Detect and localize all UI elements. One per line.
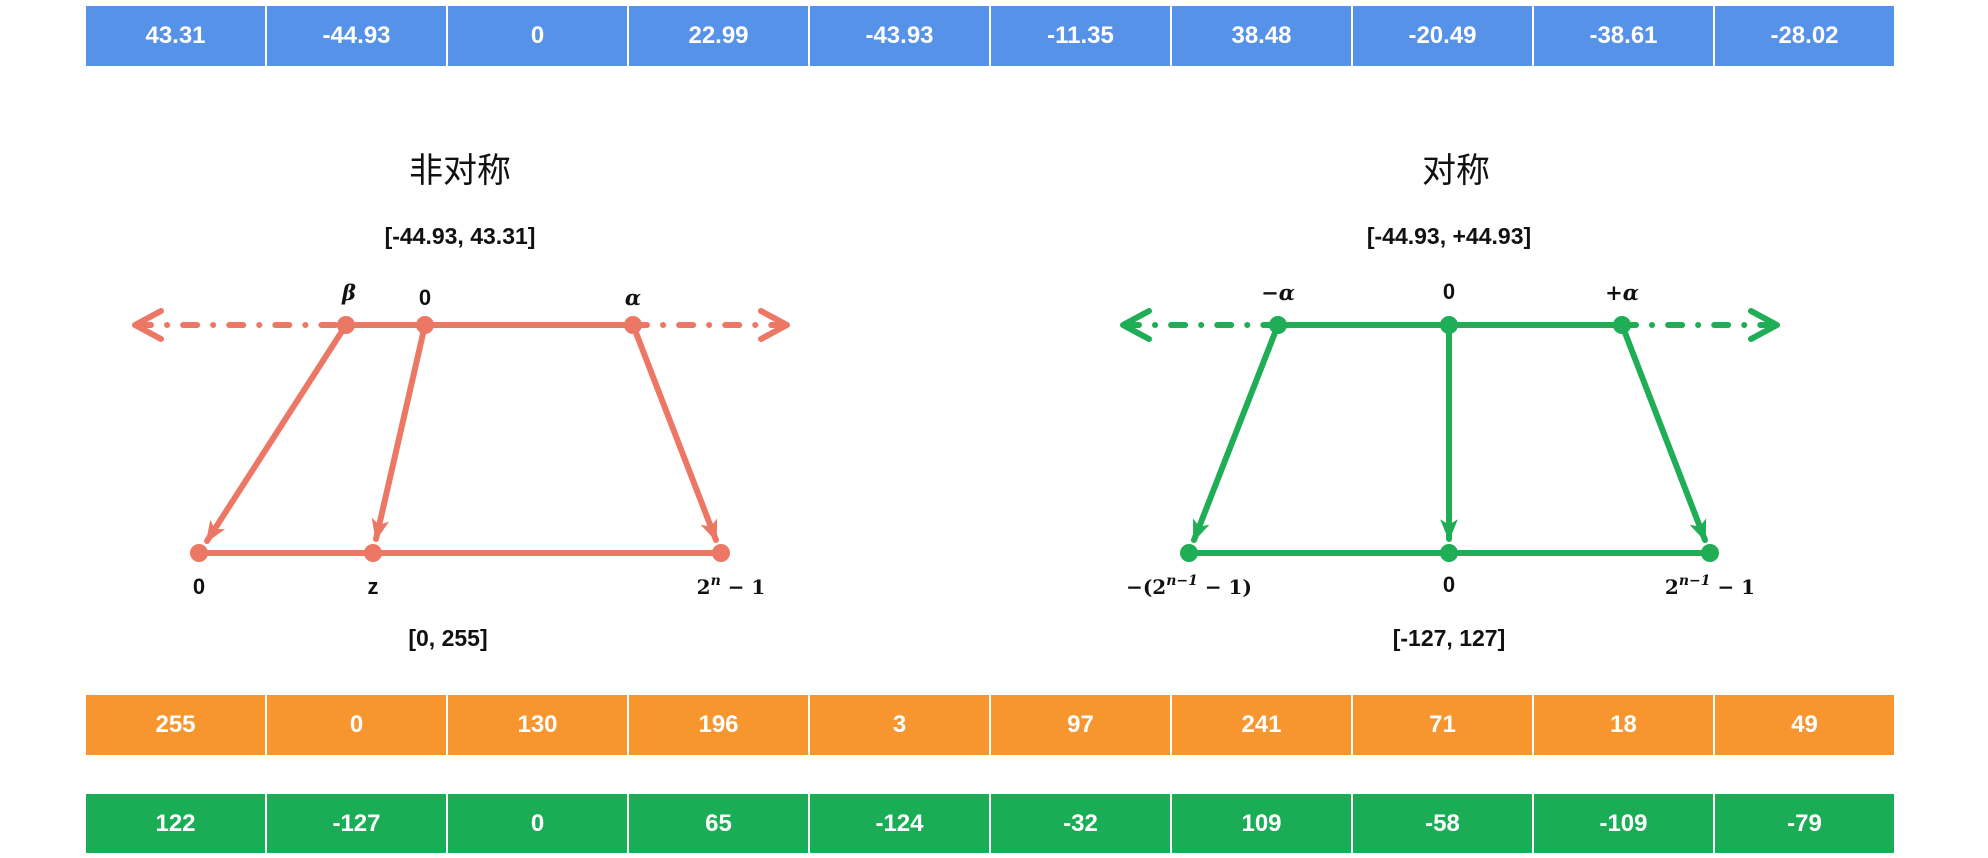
label-int-max-rest: − 1 (721, 575, 766, 599)
asymmetric-int-range: [0, 255] (408, 625, 487, 651)
value-cell: 196 (629, 695, 810, 755)
map-arrow-alpha (630, 322, 719, 543)
float-values-row: 43.31 -44.93 0 22.99 -43.93 -11.35 38.48 -20.49… (86, 6, 1894, 66)
axis-left-arrow-icon (1120, 308, 1152, 342)
label-int-zero: 0 (1443, 572, 1455, 597)
point-int-min (1180, 544, 1198, 562)
label-int-max-base: 2 (697, 575, 711, 599)
value-cell: 130 (448, 695, 629, 755)
point-alpha (624, 316, 642, 334)
value-cell: -124 (810, 794, 991, 853)
value-cell: -44.93 (267, 6, 448, 66)
asymmetric-float-range: [-44.93, 43.31] (385, 223, 536, 249)
map-arrow-zero (371, 322, 428, 542)
label-float-zero: 0 (1443, 279, 1455, 304)
label-int-max-exponent: n−1 (1679, 573, 1711, 589)
int8-values-row: 122 -127 0 65 -124 -32 109 -58 -109 -79 (86, 794, 1894, 853)
label-int-min-exponent: n−1 (1166, 573, 1198, 589)
point-int-max (1701, 544, 1719, 562)
label-int-max: 2n−1 − 1 (1665, 573, 1755, 599)
axis-right-arrow-icon (1748, 308, 1780, 342)
asymmetric-diagram: 非对称 [-44.93, 43.31] β 0 α 0 z 2n − 1 [0,… (132, 151, 790, 651)
label-int-min-rest: − 1) (1198, 575, 1252, 599)
point-pos-alpha (1613, 316, 1631, 334)
value-cell: 97 (991, 695, 1172, 755)
value-cell: -28.02 (1770, 22, 1839, 49)
asymmetric-title: 非对称 (409, 151, 511, 191)
label-alpha: α (625, 285, 641, 310)
axis-right-arrow-icon (758, 308, 790, 342)
point-beta (337, 316, 355, 334)
map-arrow-neg-alpha (1191, 322, 1281, 543)
label-int-min: −(2n−1 − 1) (1126, 573, 1252, 599)
label-int-zero: 0 (193, 574, 205, 599)
value-cell: -109 (1534, 794, 1715, 853)
value-cell: 0 (448, 794, 629, 853)
point-int-zero (190, 544, 208, 562)
label-int-max-base: 2 (1665, 575, 1679, 599)
value-cell: 71 (1353, 695, 1534, 755)
axis-left-arrow-icon (132, 308, 164, 342)
value-cell: 22.99 (629, 6, 810, 66)
label-float-zero: 0 (419, 285, 431, 310)
value-cell: -32 (991, 794, 1172, 853)
label-int-max: 2n − 1 (697, 573, 766, 599)
value-cell: 0 (267, 695, 448, 755)
label-pos-alpha: +α (1605, 280, 1639, 305)
value-cell: -20.49 (1353, 6, 1534, 66)
label-zero-point: z (368, 574, 379, 599)
value-cell: 109 (1172, 794, 1353, 853)
value-cell: 122 (86, 794, 267, 853)
label-int-max-rest: − 1 (1710, 575, 1755, 599)
value-cell: 0 (448, 6, 629, 66)
value-cell: -79 (1787, 809, 1822, 837)
symmetric-title: 对称 (1422, 151, 1490, 191)
value-cell: 241 (1172, 695, 1353, 755)
value-cell: -43.93 (810, 6, 991, 66)
value-cell: 3 (810, 695, 991, 755)
value-cell: 38.48 (1172, 6, 1353, 66)
value-cell: -58 (1353, 794, 1534, 853)
symmetric-float-range: [-44.93, +44.93] (1367, 223, 1531, 249)
point-float-zero (1440, 316, 1458, 334)
value-cell: -127 (267, 794, 448, 853)
label-neg-alpha: −α (1261, 280, 1295, 305)
point-neg-alpha (1269, 316, 1287, 334)
value-cell: 65 (629, 794, 810, 853)
point-int-zero (1440, 544, 1458, 562)
value-cell: 49 (1791, 711, 1818, 738)
map-arrow-beta (204, 322, 349, 544)
value-cell: 255 (86, 695, 267, 755)
value-cell: -11.35 (991, 6, 1172, 66)
label-int-min-prefix: −(2 (1126, 575, 1166, 599)
symmetric-int-range: [-127, 127] (1393, 625, 1506, 651)
label-int-max-exponent: n (711, 573, 721, 589)
value-cell: 43.31 (86, 6, 267, 66)
point-zero-point (364, 544, 382, 562)
value-cell: 18 (1534, 695, 1715, 755)
point-float-zero (416, 316, 434, 334)
symmetric-diagram: 对称 [-44.93, +44.93] −α 0 +α −(2n−1 − 1) … (1120, 151, 1780, 651)
label-beta: β (341, 280, 356, 305)
uint8-values-row: 255 0 130 196 3 97 241 71 18 49 (86, 695, 1894, 755)
point-int-max (712, 544, 730, 562)
value-cell: -38.61 (1534, 6, 1715, 66)
map-arrow-pos-alpha (1619, 322, 1708, 543)
